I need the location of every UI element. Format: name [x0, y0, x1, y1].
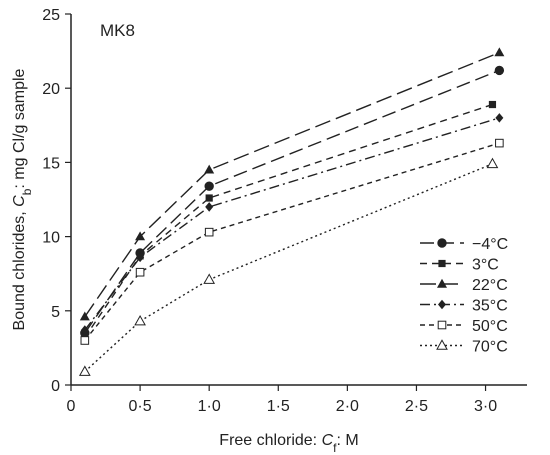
axis-label-prefix: Bound chlorides,: [11, 207, 28, 331]
y-tick-label: 20: [42, 81, 60, 98]
x-tick-label: 1·5: [267, 398, 290, 415]
series-line: [84, 163, 493, 373]
data-point: [134, 314, 146, 326]
data-point: [486, 157, 499, 169]
data-point: [136, 252, 145, 263]
series-1: [81, 100, 497, 342]
axis-label-suffix: : M: [336, 432, 358, 449]
data-point: [135, 231, 146, 241]
x-tick-label: 2·0: [336, 398, 359, 415]
series-line: [84, 117, 500, 331]
legend-marker: [436, 339, 448, 350]
legend-label: −4°C: [472, 236, 508, 253]
y-axis-label: Bound chlorides, Cb: mg Cl/g sample: [11, 68, 34, 330]
y-tick-label: 10: [42, 230, 60, 247]
data-point: [203, 273, 216, 284]
legend-item: −4°C: [420, 236, 508, 253]
data-point: [79, 311, 90, 321]
x-tick-label: 1·0: [198, 398, 221, 415]
series-line: [84, 103, 493, 338]
legend-label: 50°C: [472, 318, 508, 335]
legend-label: 22°C: [472, 277, 508, 294]
series-5: [78, 157, 499, 376]
legend-label: 70°C: [472, 339, 508, 356]
legend-item: 50°C: [420, 318, 508, 335]
data-point: [205, 202, 214, 212]
legend-marker: [438, 259, 446, 268]
data-point: [495, 113, 504, 123]
data-point: [78, 365, 91, 376]
data-point: [495, 138, 504, 148]
x-tick-label: 2·5: [405, 398, 428, 415]
legend-marker: [437, 238, 447, 248]
series-3: [80, 113, 504, 335]
series-line: [84, 51, 500, 318]
series-line: [84, 142, 500, 341]
series-2: [79, 47, 505, 321]
x-tick-label: 3·0: [474, 398, 497, 415]
x-axis-label: Free chloride: Cf: M: [219, 432, 358, 455]
legend-item: 22°C: [420, 277, 508, 294]
legend-item: 3°C: [420, 257, 499, 274]
data-point: [204, 181, 214, 191]
data-point: [80, 325, 89, 335]
y-tick-label: 0: [51, 378, 60, 395]
legend-item: 70°C: [420, 339, 508, 356]
axis-label-prefix: Free chloride:: [219, 432, 321, 449]
legend-marker: [437, 278, 447, 288]
axis-label-sub: b: [20, 188, 34, 195]
data-point: [204, 227, 214, 237]
x-tick-label: 0: [67, 398, 76, 415]
axis-label-var: C: [322, 432, 334, 449]
series-0: [80, 65, 505, 338]
data-point: [494, 65, 505, 76]
axis-label-suffix: : mg Cl/g sample: [11, 68, 28, 188]
series-line: [84, 69, 500, 334]
legend-marker: [437, 320, 447, 330]
data-point: [205, 194, 213, 202]
legend-label: 35°C: [472, 298, 508, 315]
panel-label: MK8: [100, 21, 135, 40]
legend-item: 35°C: [420, 298, 508, 315]
data-point: [204, 164, 215, 174]
axis-label-var: C: [11, 195, 28, 207]
y-tick-label: 15: [42, 155, 60, 172]
x-tick-label: 0·5: [129, 398, 152, 415]
data-point: [80, 336, 90, 345]
data-point: [494, 47, 505, 57]
series-4: [80, 138, 504, 345]
data-point: [488, 100, 497, 109]
legend-label: 3°C: [472, 257, 499, 274]
axis-label-sub: f: [333, 441, 337, 455]
data-point: [135, 267, 145, 277]
y-tick-label: 25: [42, 7, 60, 24]
y-tick-label: 5: [51, 304, 60, 321]
legend-marker: [438, 299, 446, 310]
